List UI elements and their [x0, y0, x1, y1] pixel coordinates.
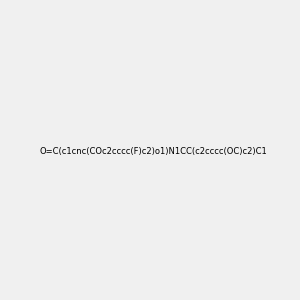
- Text: O=C(c1cnc(COc2cccc(F)c2)o1)N1CC(c2cccc(OC)c2)C1: O=C(c1cnc(COc2cccc(F)c2)o1)N1CC(c2cccc(O…: [40, 147, 268, 156]
